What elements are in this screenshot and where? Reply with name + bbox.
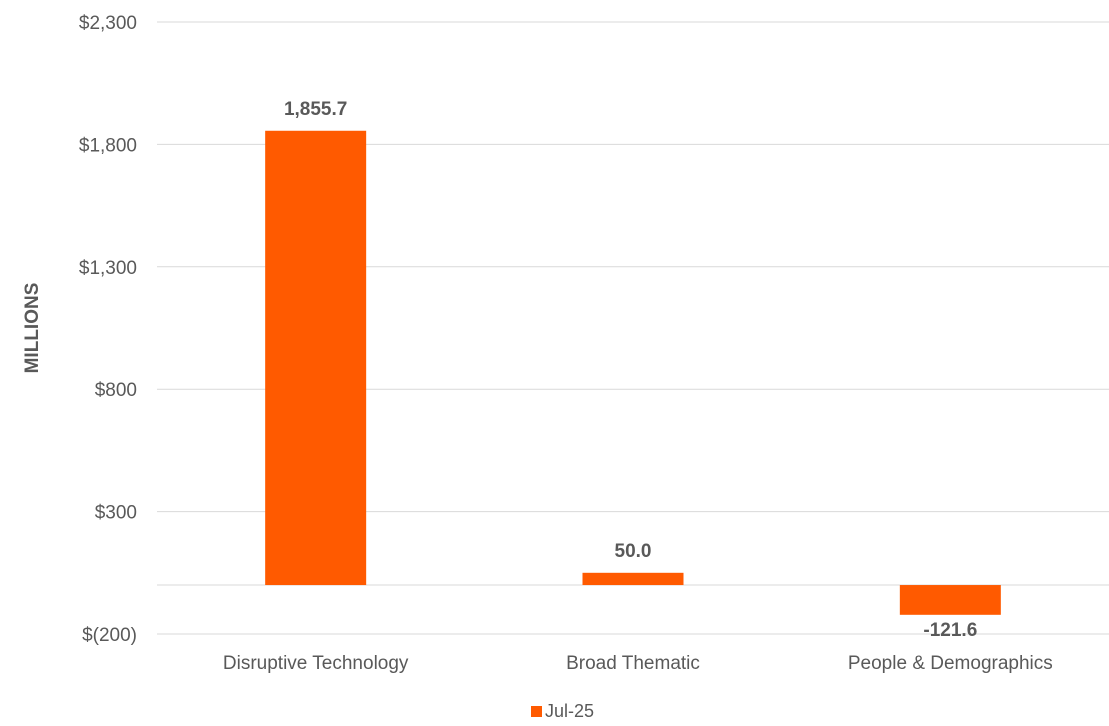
legend-label-jul-25: Jul-25 bbox=[545, 701, 594, 721]
bar-people-demographics[interactable] bbox=[899, 585, 1001, 615]
y-tick-label: $1,300 bbox=[79, 258, 137, 279]
x-tick-label: People & Demographics bbox=[848, 653, 1053, 674]
y-tick-label: $300 bbox=[95, 503, 137, 524]
y-tick-label: $(200) bbox=[82, 625, 137, 646]
y-tick-label: $1,800 bbox=[79, 135, 137, 156]
data-label: 1,855.7 bbox=[284, 99, 347, 120]
bar-broad-thematic[interactable] bbox=[582, 572, 684, 586]
y-axis-title: MILLIONS bbox=[22, 283, 43, 374]
x-axis-ticks: Disruptive Technology Broad Thematic Peopl… bbox=[223, 653, 1053, 674]
y-tick-label: $800 bbox=[95, 380, 137, 401]
data-labels: 1,855.7 50.0 -121.6 bbox=[284, 99, 977, 641]
x-tick-label: Broad Thematic bbox=[566, 653, 700, 674]
bar-disruptive-technology[interactable] bbox=[265, 130, 367, 586]
y-axis-ticks: $(200) $300 $800 $1,300 $1,800 $2,300 bbox=[79, 13, 137, 646]
y-tick-label: $2,300 bbox=[79, 13, 137, 34]
legend-swatch-jul-25 bbox=[531, 706, 542, 717]
legend[interactable]: Jul-25 bbox=[531, 701, 594, 721]
x-tick-label: Disruptive Technology bbox=[223, 653, 409, 674]
data-label: -121.6 bbox=[923, 620, 977, 641]
bars bbox=[265, 130, 1001, 615]
data-label: 50.0 bbox=[615, 541, 652, 562]
